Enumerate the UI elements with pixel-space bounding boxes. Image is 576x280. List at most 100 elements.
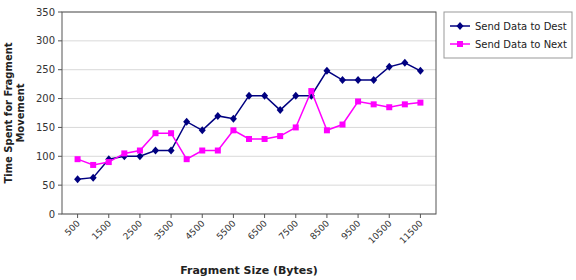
tick-label: 10500 — [366, 218, 394, 246]
data-point — [401, 59, 408, 67]
tick-label: 300 — [36, 35, 55, 46]
tick-mark — [264, 214, 265, 218]
data-point — [246, 92, 253, 100]
legend: Send Data to Dest Send Data to Next — [444, 12, 572, 58]
tick-mark — [171, 214, 172, 218]
data-point — [292, 92, 299, 100]
tick-label: 100 — [36, 151, 55, 162]
tick-label: 2500 — [121, 218, 144, 241]
grid-line — [62, 69, 436, 70]
data-point — [106, 159, 112, 165]
tick-mark — [389, 214, 390, 218]
legend-marker — [457, 22, 464, 30]
tick-mark — [58, 185, 62, 186]
tick-mark — [139, 214, 140, 218]
data-point — [370, 76, 377, 84]
data-point — [386, 104, 392, 110]
legend-label: Send Data to Next — [475, 39, 567, 50]
data-point — [215, 148, 221, 154]
data-point — [153, 130, 159, 136]
tick-mark — [326, 214, 327, 218]
data-point — [137, 148, 143, 154]
data-point — [152, 147, 159, 155]
tick-mark — [58, 40, 62, 41]
data-point — [230, 115, 237, 123]
tick-mark — [77, 214, 78, 218]
tick-mark — [58, 69, 62, 70]
tick-mark — [58, 156, 62, 157]
legend-marker — [457, 41, 463, 47]
tick-mark — [233, 214, 234, 218]
tick-label: 4500 — [183, 218, 206, 241]
grid-line — [62, 127, 436, 128]
tick-mark — [58, 12, 62, 13]
tick-label: 350 — [36, 7, 55, 18]
data-point — [277, 106, 284, 114]
data-point — [371, 101, 377, 107]
tick-mark — [58, 127, 62, 128]
tick-label: 250 — [36, 64, 55, 75]
grid-line — [62, 185, 436, 186]
plot-area — [62, 12, 436, 214]
data-point — [340, 122, 346, 128]
tick-label: 50 — [42, 180, 55, 191]
data-point — [74, 175, 81, 183]
tick-mark — [358, 214, 359, 218]
data-point — [75, 156, 81, 162]
tick-label: 3500 — [152, 218, 175, 241]
tick-label: 11500 — [398, 218, 426, 246]
data-point — [183, 118, 190, 126]
data-point — [293, 124, 299, 130]
data-point — [417, 100, 423, 106]
data-point — [386, 63, 393, 71]
tick-mark — [58, 214, 62, 215]
data-point — [184, 156, 190, 162]
data-point — [402, 101, 408, 107]
data-point — [277, 133, 283, 139]
data-point — [339, 76, 346, 84]
plot-marks — [74, 59, 424, 184]
data-point — [199, 148, 205, 154]
data-point — [230, 127, 236, 133]
data-point — [324, 127, 330, 133]
series-line — [78, 63, 421, 180]
tick-label: 0 — [49, 209, 55, 220]
data-point — [168, 130, 174, 136]
tick-mark — [202, 214, 203, 218]
chart: 0 50 100 150 200 250 300 350 500 1500 2500 3500 4500… — [0, 0, 576, 280]
data-point — [121, 150, 127, 156]
tick-label: 8500 — [308, 218, 331, 241]
data-point — [90, 162, 96, 168]
tick-label: 1500 — [90, 218, 113, 241]
data-point — [199, 126, 206, 134]
tick-mark — [58, 98, 62, 99]
tick-label: 6500 — [246, 218, 269, 241]
plot-frame — [62, 12, 436, 214]
data-point — [261, 92, 268, 100]
tick-label: 7500 — [277, 218, 300, 241]
legend-box — [444, 12, 572, 58]
tick-mark — [108, 214, 109, 218]
data-point — [355, 76, 362, 84]
data-point — [308, 88, 314, 94]
data-point — [355, 98, 361, 104]
grid-line — [62, 40, 436, 41]
data-point — [417, 67, 424, 75]
tick-label: 5500 — [215, 218, 238, 241]
tick-mark — [420, 214, 421, 218]
tick-label: 500 — [63, 218, 82, 237]
tick-label: 200 — [36, 93, 55, 104]
series-line — [78, 91, 421, 165]
data-point — [90, 174, 97, 182]
data-point — [323, 67, 330, 75]
y-axis-label: Time Spent for FragmentMovement — [3, 42, 26, 183]
data-point — [168, 147, 175, 155]
data-point — [214, 112, 221, 120]
x-axis-label: Fragment Size (Bytes) — [180, 264, 318, 277]
data-point — [246, 136, 252, 142]
data-point — [262, 136, 268, 142]
tick-mark — [295, 214, 296, 218]
tick-label: 150 — [36, 122, 55, 133]
legend-label: Send Data to Dest — [475, 21, 567, 32]
tick-label: 9500 — [339, 218, 362, 241]
